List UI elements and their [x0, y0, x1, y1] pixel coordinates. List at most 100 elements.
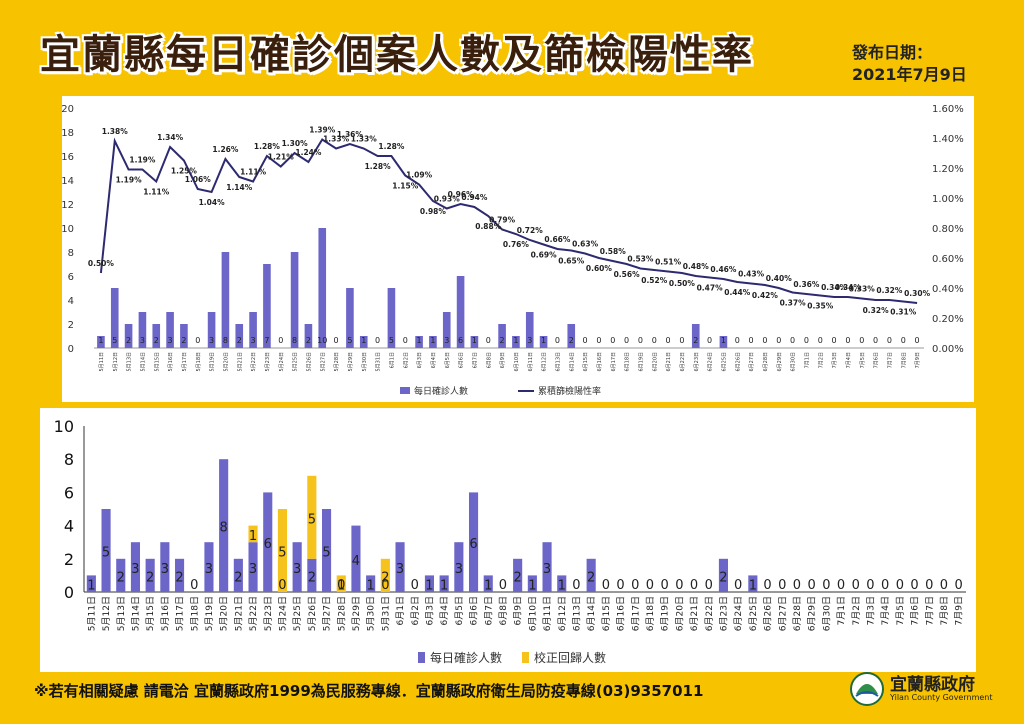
x-tick-label: 6月21日	[666, 352, 672, 372]
line-data-label: 0.34%	[821, 283, 848, 292]
bar-data-label: 0	[596, 336, 601, 345]
x-tick-label: 5月16日	[160, 596, 171, 631]
bar-data-label: 0	[866, 578, 874, 593]
bar-data-label: 3	[249, 562, 257, 577]
x-tick-label: 6月4日	[431, 352, 437, 368]
x-tick-label: 5月13日	[127, 352, 133, 372]
x-tick-label: 6月26日	[763, 596, 774, 631]
bar-data-label: 0	[901, 336, 906, 345]
bar-data-label: 0	[602, 578, 610, 593]
bar-data-label: 1	[425, 579, 433, 594]
left-tick-label: 2	[68, 320, 74, 331]
line-data-label: 1.04%	[199, 198, 226, 207]
bar	[124, 324, 133, 348]
x-tick-label: 6月30日	[791, 352, 797, 372]
x-tick-label: 6月8日	[486, 352, 492, 368]
line-data-label: 1.19%	[116, 176, 143, 185]
x-tick-label: 6月9日	[513, 596, 524, 625]
right-tick-label: 0.00%	[932, 344, 964, 355]
bar-data-label: 0	[646, 578, 654, 593]
left-tick-label: 8	[68, 248, 74, 259]
bar-data-label: 7	[264, 336, 269, 345]
line-data-label: 0.31%	[890, 308, 917, 317]
x-tick-label: 6月18日	[625, 352, 631, 372]
bar-data-label: 0	[776, 336, 781, 345]
x-tick-label: 6月23日	[694, 352, 700, 372]
bar-data-label: 2	[146, 570, 154, 585]
line-data-label: 0.43%	[738, 270, 765, 279]
publish-date: 發布日期： 2021年7月9日	[852, 42, 967, 86]
x-tick-label: 6月29日	[777, 352, 783, 372]
line-data-label: 0.94%	[461, 193, 488, 202]
line-data-label: 1.30%	[282, 139, 309, 148]
bar	[691, 324, 700, 348]
bar-data-label: 0	[666, 336, 671, 345]
bar-data-label: 0	[896, 578, 904, 593]
bar-data-label: 0	[793, 578, 801, 593]
county-emblem-icon	[850, 672, 884, 706]
bar	[145, 558, 155, 592]
x-tick-label: 5月18日	[189, 596, 200, 631]
x-tick-label: 5月25日	[292, 596, 303, 631]
bar	[219, 459, 229, 592]
corrected-bar	[307, 475, 317, 559]
bar-data-label: 3	[140, 336, 145, 345]
bar	[586, 558, 596, 592]
x-tick-label: 5月14日	[130, 596, 141, 631]
x-tick-label: 6月20日	[674, 596, 685, 631]
line-data-label: 1.28%	[365, 162, 392, 171]
x-tick-label: 5月11日	[99, 352, 105, 372]
left-tick-label: 4	[68, 296, 74, 307]
legend-swatch-bar	[400, 387, 410, 394]
line-data-label: 0.76%	[503, 240, 530, 249]
legend-swatch-corrected	[522, 652, 529, 663]
x-tick-label: 5月13日	[116, 596, 127, 631]
x-tick-label: 6月7日	[483, 596, 494, 625]
x-tick-label: 7月3日	[865, 596, 876, 625]
y-tick-label: 10	[54, 417, 74, 436]
corrected-data-label: 5	[278, 546, 286, 561]
x-tick-label: 7月3日	[832, 352, 838, 368]
line-data-label: 0.35%	[807, 302, 834, 311]
x-tick-label: 6月13日	[555, 352, 561, 372]
corrected-bar	[277, 509, 288, 592]
x-tick-label: 7月5日	[895, 596, 906, 625]
x-tick-label: 6月3日	[424, 596, 435, 625]
bar-data-label: 3	[293, 562, 301, 577]
x-tick-label: 5月23日	[263, 596, 274, 631]
bar-data-label: 0	[679, 336, 684, 345]
x-tick-label: 7月1日	[804, 352, 810, 368]
bar-data-label: 0	[403, 336, 408, 345]
x-tick-label: 5月18日	[196, 352, 202, 372]
bar-data-label: 0	[790, 336, 795, 345]
bar-data-label: 1	[528, 579, 536, 594]
bar	[110, 288, 119, 348]
x-tick-label: 7月6日	[874, 352, 880, 368]
bar-data-label: 0	[486, 336, 491, 345]
bar-data-label: 0	[881, 578, 889, 593]
line-data-label: 0.58%	[600, 247, 627, 256]
bar	[249, 312, 257, 348]
x-tick-label: 6月8日	[498, 596, 509, 625]
positivity-chart: 024681012141618200.00%0.20%0.40%0.60%0.8…	[62, 104, 964, 397]
right-tick-label: 1.40%	[932, 134, 964, 145]
bar	[424, 575, 435, 592]
bar-data-label: 0	[778, 578, 786, 593]
x-tick-label: 6月26日	[735, 352, 741, 372]
line-data-label: 0.50%	[88, 259, 115, 268]
bar-data-label: 0	[675, 578, 683, 593]
x-tick-label: 5月22日	[248, 596, 259, 631]
bar	[207, 312, 216, 348]
page-title: 宜蘭縣每日確診個案人數及篩檢陽性率	[40, 32, 754, 78]
bar	[248, 542, 258, 592]
line-data-label: 0.50%	[669, 279, 696, 288]
line-data-label: 1.11%	[143, 188, 170, 197]
bar-data-label: 1	[87, 579, 95, 594]
bar-data-label: 0	[499, 578, 507, 593]
bar-data-label: 0	[915, 336, 920, 345]
line-data-label: 1.36%	[337, 130, 364, 139]
bar-data-label: 3	[205, 562, 213, 577]
line-data-label: 0.36%	[793, 280, 820, 289]
x-tick-label: 7月9日	[915, 352, 921, 368]
bar-data-label: 1	[361, 336, 366, 345]
